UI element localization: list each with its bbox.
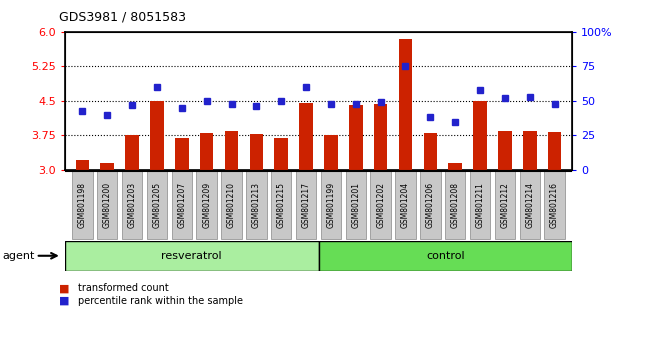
Bar	[473, 101, 487, 170]
Text: agent: agent	[2, 251, 34, 261]
Text: GSM801217: GSM801217	[302, 182, 311, 228]
Bar	[398, 39, 412, 170]
Text: transformed count: transformed count	[78, 283, 169, 293]
Text: control: control	[426, 251, 465, 261]
Text: resveratrol: resveratrol	[161, 251, 222, 261]
Text: GSM801211: GSM801211	[476, 182, 484, 228]
Bar	[122, 171, 142, 239]
Text: GSM801210: GSM801210	[227, 182, 236, 228]
Bar	[175, 138, 188, 170]
Bar	[274, 138, 288, 170]
Bar	[299, 103, 313, 170]
Bar	[271, 171, 291, 239]
Bar	[75, 160, 89, 170]
Text: GSM801199: GSM801199	[326, 182, 335, 228]
Text: GSM801198: GSM801198	[78, 182, 87, 228]
Bar	[225, 131, 239, 170]
Bar	[548, 132, 562, 170]
Text: GSM801213: GSM801213	[252, 182, 261, 228]
Bar	[349, 104, 363, 170]
Bar	[470, 171, 490, 239]
Text: GSM801202: GSM801202	[376, 182, 385, 228]
Bar	[523, 131, 537, 170]
Bar	[221, 171, 242, 239]
Text: GSM801201: GSM801201	[351, 182, 360, 228]
Bar	[65, 241, 318, 271]
Bar	[370, 171, 391, 239]
Bar	[420, 171, 441, 239]
Bar	[324, 135, 338, 170]
Bar	[100, 163, 114, 170]
Text: GSM801216: GSM801216	[550, 182, 559, 228]
Bar	[196, 171, 217, 239]
Bar	[147, 171, 167, 239]
Text: GDS3981 / 8051583: GDS3981 / 8051583	[58, 11, 185, 24]
Text: GSM801212: GSM801212	[500, 182, 510, 228]
Bar	[296, 171, 317, 239]
Bar	[200, 133, 213, 170]
Text: GSM801204: GSM801204	[401, 182, 410, 228]
Text: GSM801200: GSM801200	[103, 182, 112, 228]
Bar	[374, 104, 387, 170]
Text: GSM801214: GSM801214	[525, 182, 534, 228]
Text: GSM801208: GSM801208	[450, 182, 460, 228]
Text: GSM801203: GSM801203	[127, 182, 136, 228]
Bar	[498, 131, 512, 170]
Text: GSM801215: GSM801215	[277, 182, 286, 228]
Bar	[72, 171, 92, 239]
Bar	[545, 171, 565, 239]
Text: ■: ■	[58, 283, 69, 293]
Text: GSM801206: GSM801206	[426, 182, 435, 228]
Bar	[346, 171, 366, 239]
Bar	[395, 171, 416, 239]
Bar	[495, 171, 515, 239]
Text: GSM801205: GSM801205	[153, 182, 161, 228]
Bar	[448, 163, 462, 170]
Bar	[150, 101, 164, 170]
Bar	[320, 171, 341, 239]
Bar	[125, 135, 139, 170]
Bar	[250, 134, 263, 170]
Bar	[445, 171, 465, 239]
Text: GSM801207: GSM801207	[177, 182, 187, 228]
Bar	[172, 171, 192, 239]
Text: percentile rank within the sample: percentile rank within the sample	[78, 296, 243, 306]
Bar	[246, 171, 266, 239]
Bar	[97, 171, 118, 239]
Text: ■: ■	[58, 296, 69, 306]
Bar	[318, 241, 572, 271]
Bar	[424, 133, 437, 170]
Text: GSM801209: GSM801209	[202, 182, 211, 228]
Bar	[519, 171, 540, 239]
